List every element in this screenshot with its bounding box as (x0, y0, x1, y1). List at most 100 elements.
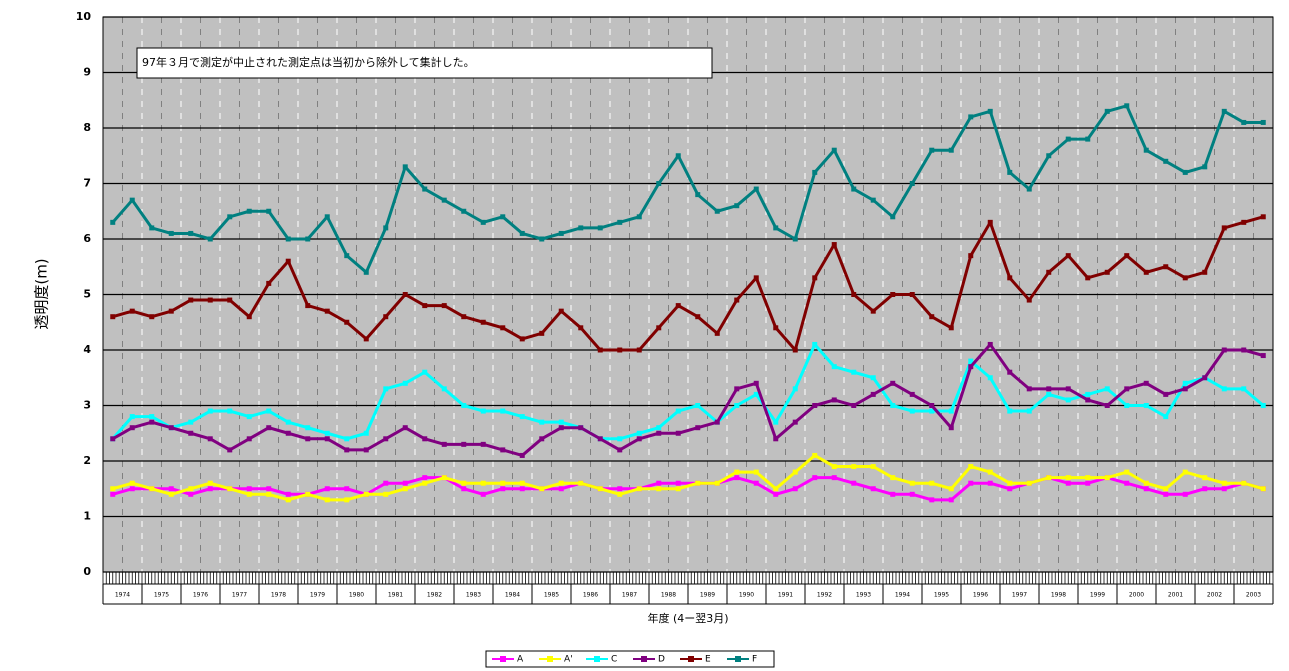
series-marker (890, 403, 896, 408)
series-marker (1085, 397, 1091, 403)
series-marker (1065, 480, 1071, 486)
series-marker (851, 403, 857, 408)
series-marker (363, 491, 369, 497)
series-marker (422, 480, 428, 486)
series-marker (383, 436, 389, 442)
series-marker (344, 486, 350, 492)
series-marker (851, 292, 857, 297)
series-marker (227, 447, 233, 453)
series-marker (558, 480, 564, 486)
series-marker (753, 380, 759, 386)
x-tick-label: 1999 (1090, 592, 1105, 599)
series-line (112, 453, 1264, 502)
series-marker (1182, 275, 1188, 281)
series-marker (129, 486, 135, 492)
series-marker (285, 430, 291, 436)
series-marker (578, 225, 584, 231)
lines (110, 103, 1266, 503)
series-marker (1046, 391, 1052, 397)
series-marker (1065, 475, 1071, 481)
series-marker (149, 419, 155, 425)
series-marker (1104, 403, 1110, 408)
series-marker (207, 480, 213, 486)
series-marker (1143, 269, 1149, 275)
series-marker (480, 219, 486, 225)
x-tick-label: 1977 (232, 592, 247, 599)
x-tick-label: 2002 (1207, 592, 1222, 599)
series-marker (714, 480, 720, 486)
series-marker (968, 364, 974, 370)
x-tick-label: 2003 (1246, 592, 1261, 599)
series-marker (675, 408, 681, 414)
series-marker (1124, 480, 1130, 486)
series-marker (851, 464, 857, 470)
series-marker (890, 292, 896, 297)
series-marker (636, 214, 642, 220)
series-marker (734, 475, 740, 481)
series-marker (812, 169, 818, 175)
x-tick-label: 1980 (349, 592, 364, 599)
series-marker (714, 330, 720, 336)
y-tick-label: 0 (83, 565, 91, 578)
series-marker (597, 486, 603, 492)
series-marker (792, 419, 798, 425)
series-marker (617, 347, 623, 353)
y-tick-label: 8 (83, 121, 91, 134)
series-marker (305, 303, 311, 309)
series-marker (1085, 391, 1091, 397)
series-marker (1104, 386, 1110, 392)
series-marker (1065, 397, 1071, 403)
x-axis-label: 年度 (4ー翌3月) (647, 611, 728, 625)
series-marker (1260, 119, 1266, 125)
x-tick-label: 1991 (778, 592, 793, 599)
series-marker (441, 197, 447, 203)
series-marker (461, 480, 467, 486)
series-marker (344, 253, 350, 259)
series-marker (558, 486, 564, 492)
x-tick-label: 1979 (310, 592, 325, 599)
series-marker (344, 447, 350, 453)
series-marker (500, 214, 506, 220)
series-marker (402, 480, 408, 486)
series-marker (909, 181, 915, 186)
series-marker (773, 486, 779, 492)
series-marker (792, 486, 798, 492)
series-marker (1221, 480, 1227, 486)
series-marker (188, 491, 194, 497)
series-marker (890, 380, 896, 386)
series-marker (363, 447, 369, 453)
legend: A A' C D E F (492, 655, 757, 665)
series-marker (695, 403, 701, 408)
x-tick-label: 1974 (115, 592, 130, 599)
series-marker (636, 430, 642, 436)
series-marker (1046, 386, 1052, 392)
series-marker (1104, 269, 1110, 275)
series-marker (851, 369, 857, 375)
series-marker (285, 497, 291, 503)
series-marker (831, 364, 837, 370)
series-marker (149, 225, 155, 231)
series-marker (1046, 153, 1052, 159)
series-marker (1085, 136, 1091, 142)
series-marker (324, 214, 330, 220)
series-marker (441, 441, 447, 447)
series-marker (890, 214, 896, 220)
series-marker (422, 436, 428, 442)
series-marker (383, 314, 389, 320)
series-marker (1163, 264, 1169, 270)
series-marker (1221, 486, 1227, 492)
series-marker (1143, 486, 1149, 492)
series-marker (266, 486, 272, 492)
series-marker (1026, 408, 1032, 414)
series-marker (1221, 108, 1227, 114)
y-tick-label: 5 (83, 288, 91, 301)
series-marker (851, 480, 857, 486)
series-marker (305, 425, 311, 431)
series-marker (246, 491, 252, 497)
legend-label: F (752, 655, 757, 665)
series-marker (168, 308, 174, 314)
series-marker (968, 464, 974, 470)
series-marker (539, 330, 545, 336)
series-marker (636, 347, 642, 353)
series-marker (207, 236, 213, 242)
